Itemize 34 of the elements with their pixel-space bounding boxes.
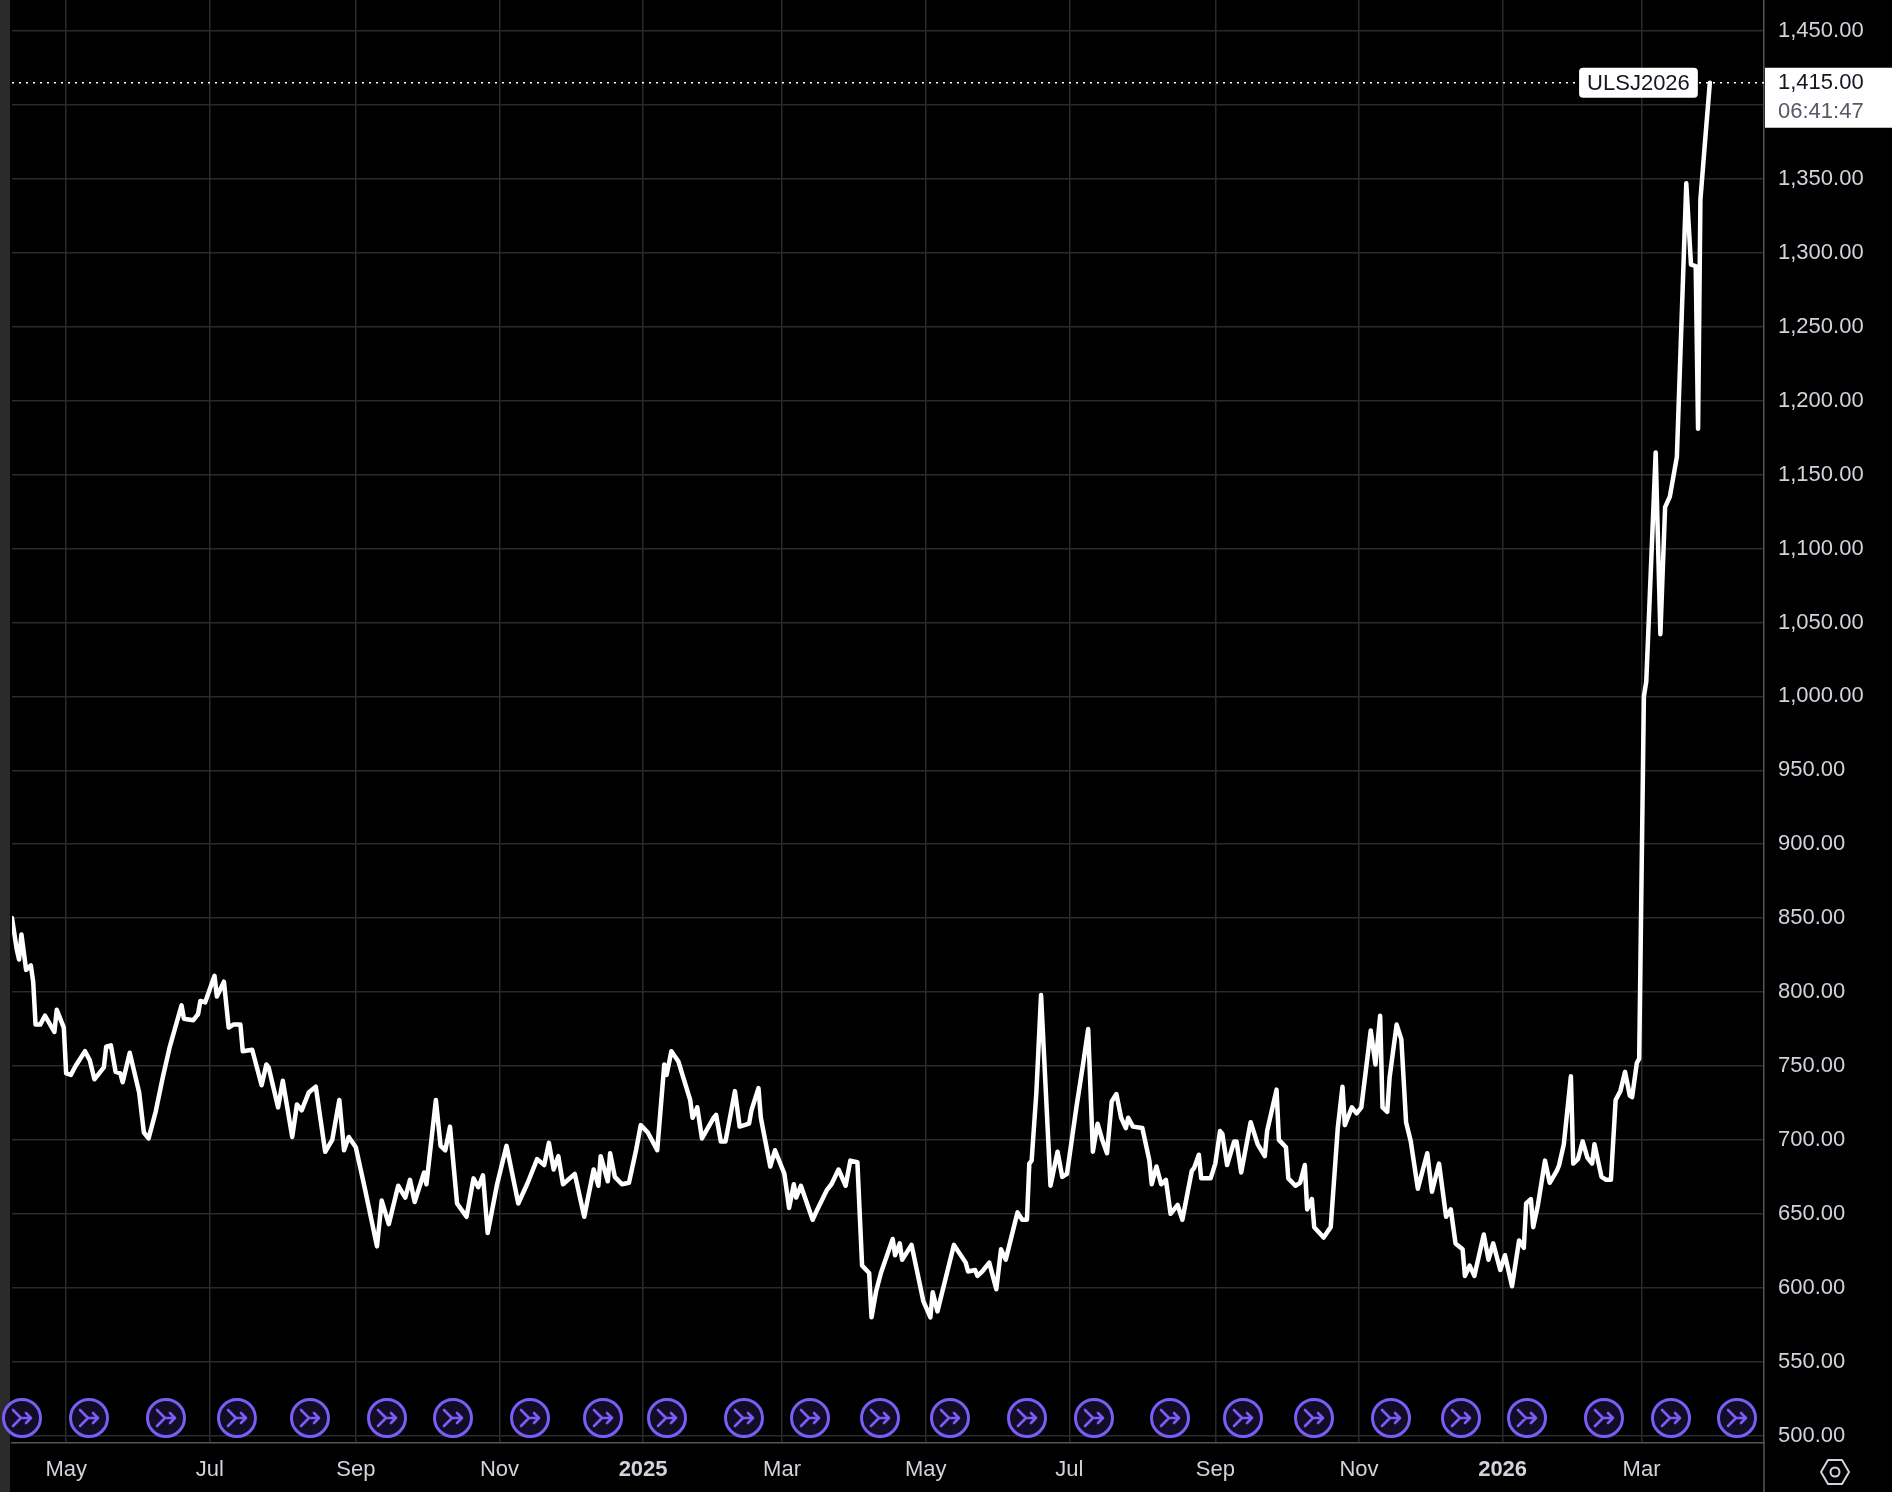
y-tick-label: 1,100.00 bbox=[1778, 534, 1864, 560]
x-tick-label: Mar bbox=[1622, 1456, 1661, 1482]
text: 06:41:47 bbox=[1778, 97, 1864, 123]
y-tick-label: 1,300.00 bbox=[1778, 238, 1864, 264]
x-tick-label: 2026 bbox=[1478, 1456, 1528, 1482]
x-tick-label: May bbox=[904, 1456, 947, 1482]
y-tick-label: 1,150.00 bbox=[1778, 460, 1864, 486]
y-tick-label: 500.00 bbox=[1778, 1421, 1846, 1447]
x-tick-label: Jul bbox=[1055, 1456, 1084, 1482]
y-tick-label: 800.00 bbox=[1778, 978, 1846, 1004]
y-tick-label: 650.00 bbox=[1778, 1199, 1846, 1225]
y-tick-label: 950.00 bbox=[1778, 756, 1846, 782]
x-tick-label: Nov bbox=[1339, 1456, 1379, 1482]
series-label: ULSJ2026 bbox=[1587, 69, 1690, 95]
y-tick-label: 750.00 bbox=[1778, 1052, 1846, 1078]
y-tick-label: 700.00 bbox=[1778, 1125, 1846, 1151]
x-tick-label: Nov bbox=[479, 1456, 520, 1482]
y-tick-label: 1,000.00 bbox=[1778, 682, 1864, 708]
y-tick-label: 1,200.00 bbox=[1778, 386, 1864, 412]
x-tick-label: Sep bbox=[1195, 1456, 1235, 1482]
y-tick-label: 550.00 bbox=[1778, 1347, 1846, 1373]
y-tick-label: 850.00 bbox=[1778, 904, 1846, 930]
y-tick-label: 1,050.00 bbox=[1778, 608, 1864, 634]
x-tick-label: May bbox=[45, 1456, 87, 1482]
y-tick-label: 900.00 bbox=[1778, 830, 1846, 856]
x-tick-label: Mar bbox=[763, 1456, 801, 1482]
y-tick-label: 600.00 bbox=[1778, 1273, 1846, 1299]
ref-line-label: 1,415.00 bbox=[1778, 68, 1864, 94]
y-tick-label: 1,450.00 bbox=[1778, 17, 1864, 43]
x-tick-label: Jul bbox=[195, 1456, 224, 1482]
x-tick-label: 2025 bbox=[618, 1456, 668, 1482]
y-tick-label: 1,350.00 bbox=[1778, 164, 1864, 190]
x-tick-label: Sep bbox=[336, 1456, 376, 1482]
y-tick-label: 1,250.00 bbox=[1778, 312, 1864, 338]
